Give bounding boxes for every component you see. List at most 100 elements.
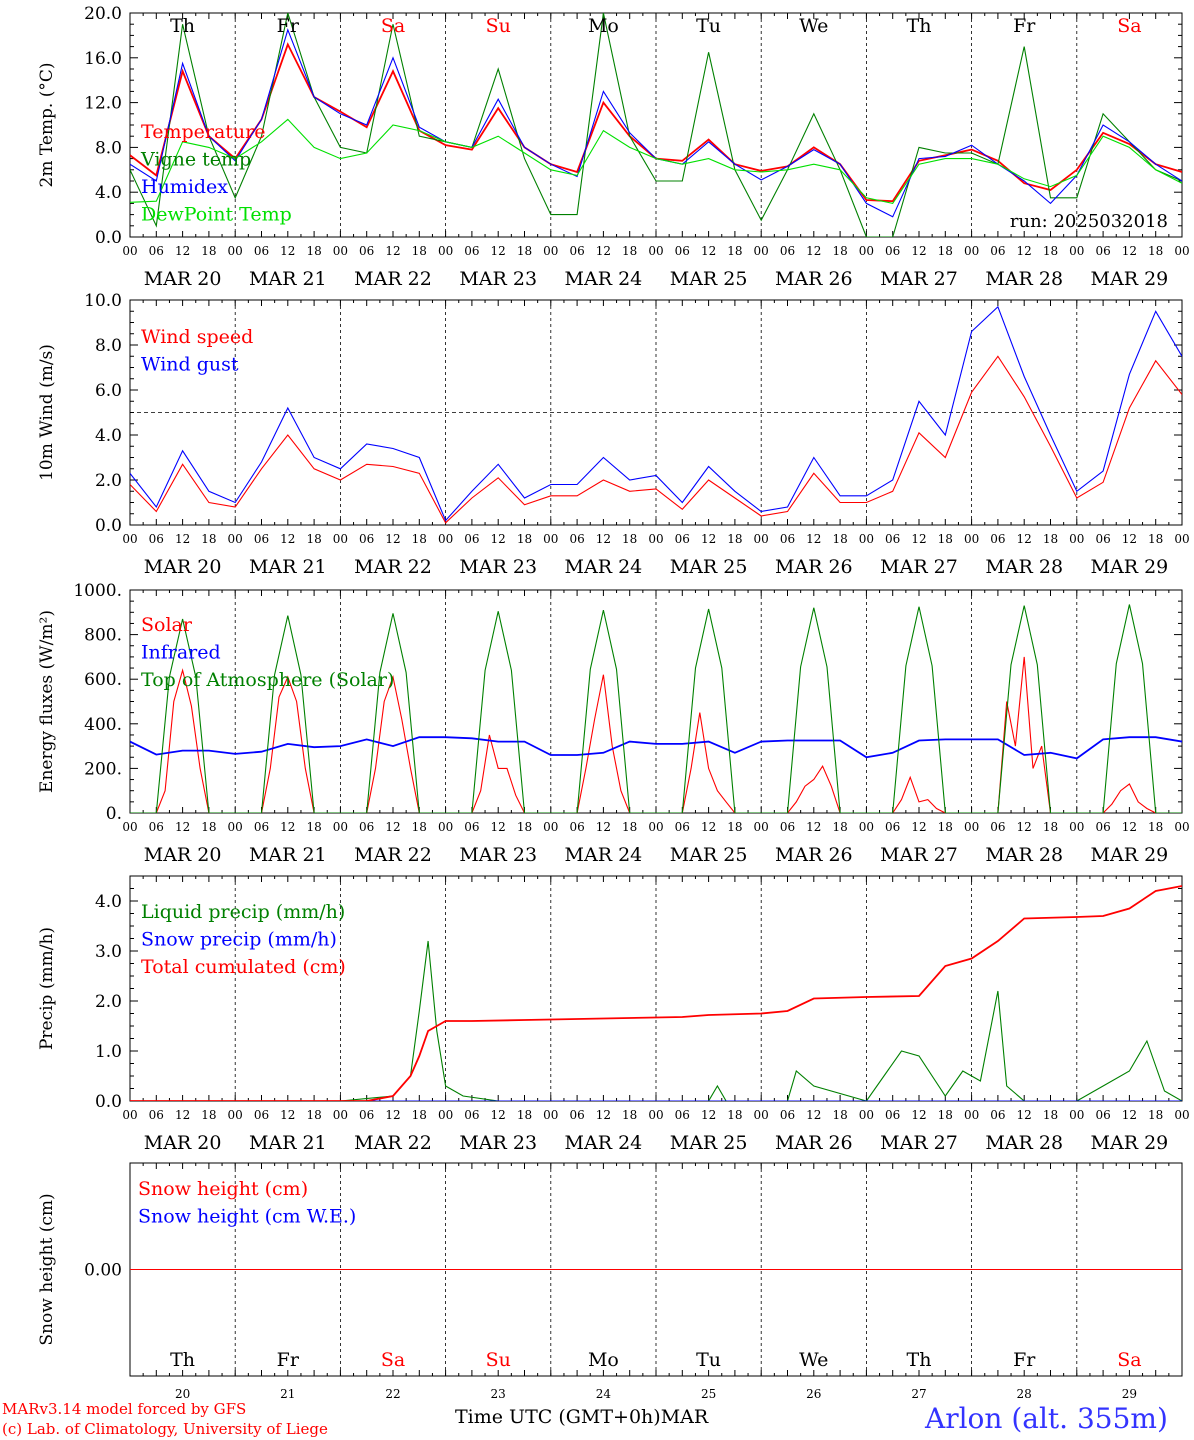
- hour-label: 12: [806, 244, 821, 258]
- hour-label: 00: [648, 1108, 663, 1122]
- hour-label: 06: [359, 244, 374, 258]
- y-tick-label: 10.0: [84, 291, 122, 311]
- weekday-label: Mo: [588, 15, 619, 37]
- hour-label: 00: [438, 1108, 453, 1122]
- y-tick-label: 600.: [84, 670, 122, 690]
- hour-label: 06: [569, 244, 584, 258]
- hour-label: 18: [832, 532, 847, 546]
- legend-entry: Solar: [141, 614, 193, 636]
- hour-label: 12: [175, 820, 190, 834]
- y-tick-label: 20.0: [84, 4, 122, 24]
- hour-label: 12: [806, 1108, 821, 1122]
- hour-label: 00: [543, 1108, 558, 1122]
- hour-label: 06: [990, 244, 1005, 258]
- hour-label: 12: [596, 244, 611, 258]
- y-tick-label: 0.: [106, 804, 122, 824]
- hour-label: 00: [333, 820, 348, 834]
- hour-label: 18: [1148, 244, 1163, 258]
- hour-label: 06: [149, 820, 164, 834]
- day-number-label: 23: [491, 1387, 506, 1401]
- run-label: run: 2025032018: [1010, 211, 1168, 232]
- hour-label: 06: [359, 532, 374, 546]
- legend-entry: Total cumulated (cm): [141, 956, 346, 978]
- x-axis-month: MAR: [660, 1406, 709, 1428]
- series-line-total-cumulated-cm-: [130, 885, 1182, 1101]
- legend-entry: Snow height (cm W.E.): [138, 1206, 356, 1228]
- series-line-vigne-temp: [130, 13, 1182, 237]
- y-tick-label: 8.0: [95, 138, 122, 158]
- date-label: MAR 29: [1091, 556, 1169, 578]
- hour-label: 18: [306, 244, 321, 258]
- hour-label: 12: [806, 532, 821, 546]
- y-tick-label: 0.0: [95, 228, 122, 248]
- weekday-label: Fr: [1013, 15, 1036, 37]
- y-tick-label: 4.0: [95, 892, 122, 912]
- hour-label: 00: [1174, 532, 1189, 546]
- hour-label: 06: [569, 532, 584, 546]
- hour-label: 18: [622, 1108, 637, 1122]
- y-tick-label: 0.0: [95, 516, 122, 536]
- hour-label: 12: [385, 820, 400, 834]
- hour-label: 06: [149, 1108, 164, 1122]
- hour-label: 12: [385, 532, 400, 546]
- day-number-label: 22: [385, 1387, 400, 1401]
- hour-label: 12: [385, 1108, 400, 1122]
- hour-label: 12: [911, 820, 926, 834]
- hour-label: 12: [701, 532, 716, 546]
- date-label: MAR 22: [354, 844, 432, 866]
- legend-entry: Humidex: [141, 176, 228, 198]
- hour-label: 06: [675, 820, 690, 834]
- hour-label: 06: [885, 532, 900, 546]
- weekday-label: Sa: [1117, 1349, 1141, 1371]
- weekday-label: Mo: [588, 1349, 619, 1371]
- hour-label: 06: [780, 820, 795, 834]
- x-axis-title: Time UTC (GMT+0h)MAR: [455, 1406, 708, 1428]
- date-label: MAR 22: [354, 556, 432, 578]
- date-label: MAR 24: [565, 1132, 643, 1154]
- legend-entry: Wind speed: [141, 326, 253, 348]
- y-tick-label: 0.0: [95, 1092, 122, 1112]
- hour-label: 00: [543, 532, 558, 546]
- hour-label: 18: [201, 244, 216, 258]
- date-label: MAR 22: [354, 1132, 432, 1154]
- date-label: MAR 25: [670, 1132, 748, 1154]
- weekday-label: Fr: [1013, 1349, 1036, 1371]
- series-line-top-of-atmosphere-solar-: [130, 604, 1182, 813]
- hour-label: 18: [832, 1108, 847, 1122]
- date-label: MAR 23: [459, 556, 537, 578]
- hour-label: 00: [859, 532, 874, 546]
- hour-label: 06: [569, 1108, 584, 1122]
- date-label: MAR 20: [144, 1132, 222, 1154]
- series-line-wind-gust: [130, 305, 1182, 522]
- station-label: Arlon (alt. 355m): [925, 1402, 1168, 1435]
- hour-label: 18: [306, 1108, 321, 1122]
- hour-label: 06: [885, 820, 900, 834]
- date-label: MAR 29: [1091, 268, 1169, 290]
- date-label: MAR 27: [880, 844, 958, 866]
- hour-label: 18: [727, 244, 742, 258]
- hour-label: 12: [596, 1108, 611, 1122]
- hour-label: 00: [228, 244, 243, 258]
- hour-label: 06: [254, 1108, 269, 1122]
- date-label: MAR 21: [249, 268, 327, 290]
- hour-label: 00: [438, 532, 453, 546]
- y-axis-label: Energy fluxes (W/m²): [37, 610, 57, 793]
- hour-label: 18: [832, 820, 847, 834]
- hour-label: 12: [1017, 532, 1032, 546]
- hour-label: 00: [1069, 820, 1084, 834]
- hour-label: 12: [701, 244, 716, 258]
- hour-label: 12: [806, 820, 821, 834]
- hour-label: 00: [754, 244, 769, 258]
- hour-label: 06: [675, 1108, 690, 1122]
- weekday-label: Sa: [1117, 15, 1141, 37]
- hour-label: 06: [885, 244, 900, 258]
- hour-label: 18: [1148, 1108, 1163, 1122]
- hour-label: 06: [464, 820, 479, 834]
- date-label: MAR 24: [565, 268, 643, 290]
- hour-label: 18: [727, 820, 742, 834]
- hour-label: 06: [569, 820, 584, 834]
- hour-label: 00: [228, 532, 243, 546]
- legend-entry: Snow height (cm): [138, 1178, 308, 1200]
- hour-label: 06: [1095, 1108, 1110, 1122]
